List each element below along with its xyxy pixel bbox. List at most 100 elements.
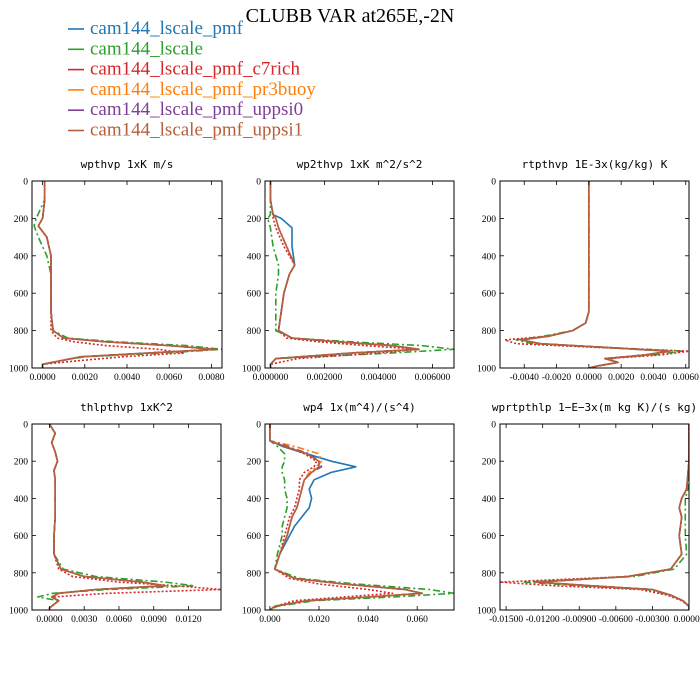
y-tick-label: 600 (247, 532, 262, 542)
y-tick-label: 400 (14, 495, 29, 505)
series-line-2 (269, 424, 454, 610)
plot-frame (499, 423, 690, 611)
y-tick-label: 600 (482, 532, 497, 542)
y-tick-label: 200 (482, 458, 497, 468)
series-line-1 (269, 181, 420, 368)
x-tick-label: -0.00900 (562, 615, 596, 625)
x-tick-label: 0.006000 (415, 373, 451, 383)
series-group (500, 424, 689, 610)
series-line-6 (520, 181, 671, 368)
legend-label: cam144_lscale (90, 38, 203, 59)
figure-title: CLUBB VAR at265E,-2N (246, 5, 455, 27)
series-line-5 (48, 424, 167, 610)
x-tick-label: 0.0060 (156, 373, 182, 383)
y-tick-label: 200 (14, 458, 29, 468)
series-line-5 (520, 181, 671, 368)
legend: cam144_lscale_pmfcam144_lscalecam144_lsc… (68, 18, 316, 141)
series-line-3 (269, 424, 394, 610)
x-tick-label: 0.0000 (576, 373, 602, 383)
panel-title: wp2thvp 1xK m^2/s^2 (297, 158, 423, 171)
series-line-3 (48, 424, 221, 610)
y-tick-label: 200 (247, 215, 262, 225)
x-tick-label: 0.000000 (253, 373, 289, 383)
legend-label: cam144_lscale_pmf_uppsi1 (90, 120, 303, 141)
series-line-2 (266, 181, 454, 368)
legend-label: cam144_lscale_pmf_c7rich (90, 59, 300, 80)
legend-label: cam144_lscale_pmf (90, 18, 244, 39)
series-line-4 (520, 181, 671, 368)
x-tick-label: 0.0040 (114, 373, 140, 383)
chart-panel: wp2thvp 1xK m^2/s^2020040060080010000.00… (242, 158, 455, 383)
series-line-3 (269, 181, 420, 368)
x-tick-label: -0.0040 (510, 373, 540, 383)
chart-panel: wprtpthlp 1−E−3x(m kg K)/(s kg) 0 200 400 60… (477, 401, 700, 625)
x-tick-label: 0.0020 (608, 373, 634, 383)
series-line-1 (535, 424, 689, 610)
plot-frame (264, 180, 455, 369)
series-line-6 (269, 424, 423, 610)
x-tick-label: -0.00300 (635, 615, 669, 625)
plot-frame (31, 423, 222, 611)
y-tick-label: 400 (247, 495, 262, 505)
y-tick-label: 0 (23, 178, 28, 188)
x-tick-label: -0.0020 (542, 373, 572, 383)
series-line-2 (515, 181, 684, 368)
panel-title: wpthvp 1xK m/s (81, 158, 174, 171)
y-tick-label: 0 (491, 421, 496, 431)
series-line-3 (503, 181, 689, 368)
series-group (33, 181, 222, 368)
series-group (503, 181, 689, 368)
y-tick-label: 200 (482, 215, 497, 225)
y-tick-label: 600 (14, 532, 29, 542)
series-group (266, 181, 454, 368)
legend-label: cam144_lscale_pmf_uppsi0 (90, 99, 303, 120)
series-line-5 (269, 181, 420, 368)
x-tick-label: 0.00000 (674, 615, 700, 625)
x-tick-label: 0.0060 (106, 615, 132, 625)
y-tick-label: 400 (482, 252, 497, 262)
panel-title: wprtpthlp 1−E−3x(m kg K)/(s kg) (492, 401, 697, 414)
panel-title: rtpthvp 1E-3x(kg/kg) K (522, 158, 668, 171)
plot-frame (31, 180, 223, 369)
x-tick-label: 0.000 (259, 615, 281, 625)
y-tick-label: 1000 (9, 365, 28, 375)
x-tick-label: 0.0040 (640, 373, 666, 383)
x-tick-label: -0.01200 (526, 615, 560, 625)
y-tick-label: 600 (247, 290, 262, 300)
series-line-6 (37, 181, 217, 368)
y-tick-label: 1000 (477, 607, 496, 617)
chart-panel: rtpthvp 1E-3x(kg/kg) K 0 200 400 600 800 1000 -… (477, 158, 699, 383)
x-tick-label: -0.00600 (599, 615, 633, 625)
x-tick-label: 0.0030 (71, 615, 97, 625)
chart-panel: thlpthvp 1xK^2 0 200 400 600 800 1000 0.0000 0.0… (9, 401, 222, 625)
x-tick-label: 0.0000 (29, 373, 55, 383)
x-tick-label: 0.040 (357, 615, 379, 625)
y-tick-label: 600 (482, 290, 497, 300)
series-line-1 (37, 181, 217, 368)
x-tick-label: 0.0120 (175, 615, 201, 625)
y-tick-label: 400 (14, 252, 29, 262)
series-line-4 (269, 181, 420, 368)
x-tick-label: 0.002000 (307, 373, 343, 383)
panel-title: wp4 1x(m^4)/(s^4) (303, 401, 416, 414)
x-tick-label: 0.0000 (36, 615, 62, 625)
series-group (36, 424, 221, 610)
series-line-4 (37, 181, 217, 368)
legend-label: cam144_lscale_pmf_pr3buoy (90, 79, 316, 100)
y-tick-label: 200 (247, 458, 262, 468)
series-line-5 (535, 424, 689, 610)
y-tick-label: 0 (256, 178, 261, 188)
series-line-4 (535, 424, 689, 610)
series-line-5 (37, 181, 217, 368)
y-tick-label: 400 (482, 495, 497, 505)
y-tick-label: 1000 (477, 365, 496, 375)
y-tick-label: 0 (256, 421, 261, 431)
panel-title: thlpthvp 1xK^2 (80, 401, 173, 414)
x-tick-label: 0.0080 (198, 373, 224, 383)
y-tick-label: 800 (482, 569, 497, 579)
series-line-1 (520, 181, 671, 368)
y-tick-label: 1000 (242, 365, 261, 375)
